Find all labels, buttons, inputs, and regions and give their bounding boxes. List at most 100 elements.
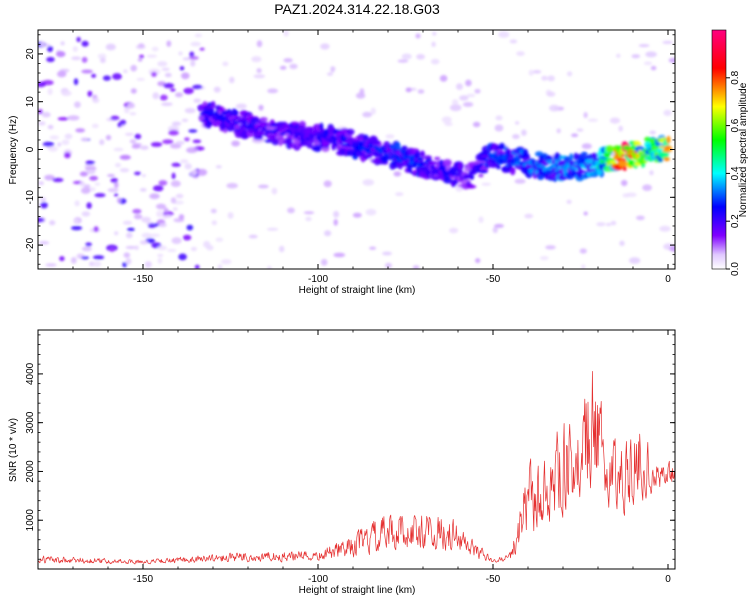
- heatmap-cell: [631, 54, 641, 59]
- heatmap-cell: [217, 264, 223, 269]
- heatmap-cell: [223, 129, 228, 134]
- heatmap-cell: [81, 187, 91, 194]
- x-tick-label: -150: [133, 574, 153, 585]
- heatmap-cell: [112, 73, 122, 80]
- heatmap-cell: [581, 143, 592, 150]
- heatmap-cell: [227, 212, 234, 219]
- heatmap-cell: [127, 102, 136, 109]
- heatmap-cell: [515, 121, 520, 125]
- heatmap-cell: [449, 227, 459, 234]
- heatmap-cell: [211, 220, 217, 226]
- heatmap-cell: [186, 147, 198, 154]
- heatmap-cell: [171, 162, 181, 167]
- heatmap-cell: [412, 163, 417, 168]
- heatmap-cell: [258, 184, 269, 189]
- heatmap-cell: [253, 74, 266, 79]
- heatmap-cell: [283, 58, 293, 63]
- heatmap-cell: [583, 112, 588, 119]
- heatmap-cell: [192, 84, 203, 90]
- heatmap-cell: [140, 188, 147, 192]
- heatmap-cell: [61, 90, 72, 97]
- heatmap-cell: [207, 108, 215, 114]
- heatmap-cell: [157, 245, 167, 251]
- heatmap-cell: [184, 107, 196, 114]
- heatmap-cell: [48, 146, 58, 152]
- heatmap-cell: [365, 208, 377, 216]
- heatmap-cell: [64, 133, 73, 140]
- heatmap-cell: [175, 140, 185, 145]
- heatmap-cell: [57, 117, 69, 121]
- heatmap-cell: [171, 172, 176, 180]
- heatmap-cell: [184, 163, 192, 170]
- heatmap-cell: [183, 87, 194, 95]
- heatmap-cell: [514, 178, 526, 184]
- heatmap-cell: [74, 200, 80, 207]
- heatmap-cell: [339, 142, 343, 145]
- heatmap-cell: [163, 207, 169, 213]
- heatmap-cell: [172, 207, 178, 211]
- colorbar-label: Normalized spectral amplitude: [738, 82, 749, 217]
- y-tick-label: 10: [25, 96, 36, 108]
- heatmap-cell: [86, 168, 96, 175]
- heatmap-cell: [657, 157, 664, 162]
- heatmap-cell: [401, 53, 412, 60]
- heatmap-cell: [222, 61, 229, 67]
- heatmap-cell: [149, 233, 161, 237]
- heatmap-cell: [151, 46, 159, 52]
- spectrogram-y-ticks: -20 -10 0 10 20: [25, 34, 675, 265]
- heatmap-cell: [512, 134, 520, 140]
- heatmap-cell: [158, 180, 168, 186]
- x-tick-label: -50: [486, 274, 501, 285]
- heatmap-cell: [569, 153, 574, 162]
- snr-y-ticks: 1000 2000 3000 4000: [25, 334, 675, 570]
- heatmap-cell: [181, 72, 190, 80]
- heatmap-cell: [188, 56, 199, 60]
- heatmap-cell: [267, 88, 279, 94]
- heatmap-cell: [189, 170, 198, 177]
- heatmap-cell: [566, 176, 574, 180]
- heatmap-cell: [452, 99, 459, 106]
- heatmap-cell: [629, 257, 641, 264]
- heatmap-cell: [546, 91, 556, 97]
- heatmap-cell: [333, 210, 340, 218]
- heatmap-cell: [127, 227, 135, 232]
- heatmap-cell: [494, 124, 504, 132]
- heatmap-cell: [215, 165, 222, 169]
- heatmap-cell: [320, 258, 328, 266]
- heatmap-cell: [175, 193, 184, 199]
- heatmap-cell: [258, 104, 264, 111]
- heatmap-cell: [97, 53, 107, 59]
- heatmap-cell: [385, 134, 395, 139]
- colorbar-tick-label: 0.8: [730, 70, 741, 84]
- heatmap-cell: [439, 75, 448, 82]
- heatmap-cell: [355, 92, 366, 99]
- heatmap-cell: [330, 66, 336, 71]
- heatmap-cell: [415, 33, 421, 39]
- heatmap-cell: [99, 139, 105, 146]
- heatmap-cell: [579, 248, 587, 254]
- heatmap-cell: [125, 245, 137, 250]
- heatmap-cell: [616, 53, 621, 58]
- heatmap-cell: [532, 70, 542, 74]
- heatmap-cell: [622, 158, 627, 162]
- heatmap-cell: [56, 51, 66, 58]
- heatmap-cell: [134, 133, 142, 140]
- heatmap-cell: [352, 212, 362, 218]
- heatmap-cell: [662, 40, 673, 44]
- heatmap-cell: [179, 66, 185, 71]
- heatmap-cell: [420, 150, 425, 158]
- heatmap-cell: [190, 246, 197, 252]
- heatmap-cell: [259, 117, 268, 122]
- heatmap-cell: [218, 106, 225, 112]
- heatmap-cell: [47, 45, 53, 53]
- heatmap-cell: [129, 112, 137, 116]
- heatmap-cell: [105, 134, 112, 141]
- heatmap-cell: [72, 46, 78, 52]
- heatmap-cell: [158, 222, 167, 228]
- x-tick-label: 0: [665, 574, 671, 585]
- heatmap-cell: [93, 226, 99, 232]
- heatmap-cell: [114, 231, 119, 236]
- heatmap-cell: [475, 258, 481, 264]
- x-tick-label: 0: [665, 274, 671, 285]
